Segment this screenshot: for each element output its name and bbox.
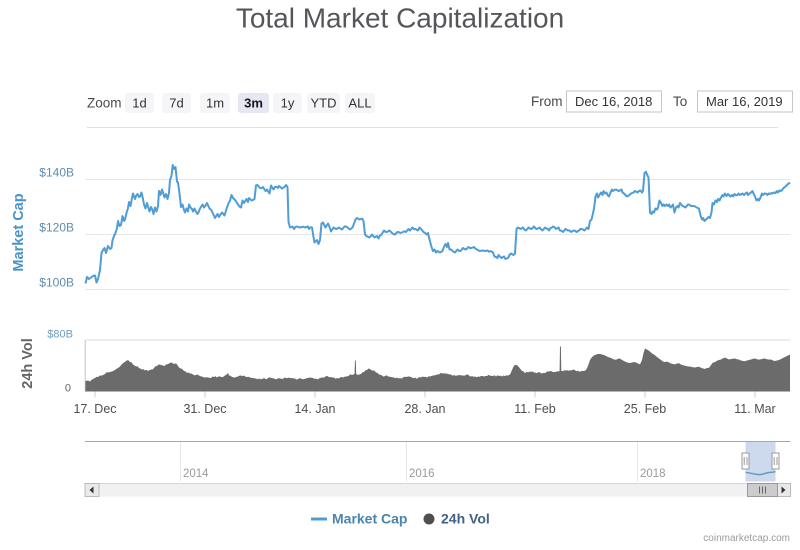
svg-text:ALL: ALL (348, 96, 371, 111)
svg-text:28. Jan: 28. Jan (404, 402, 445, 416)
svg-text:$120B: $120B (39, 221, 74, 235)
svg-text:YTD: YTD (311, 96, 337, 111)
svg-text:$80B: $80B (47, 329, 73, 341)
svg-text:24h Vol: 24h Vol (441, 511, 490, 527)
svg-text:1y: 1y (281, 96, 295, 111)
svg-text:$140B: $140B (39, 166, 74, 180)
svg-text:7d: 7d (169, 96, 183, 111)
svg-text:2016: 2016 (409, 468, 435, 480)
svg-text:Mar 16, 2019: Mar 16, 2019 (706, 94, 783, 109)
svg-text:coinmarketcap.com: coinmarketcap.com (703, 533, 790, 544)
svg-text:2018: 2018 (640, 468, 666, 480)
svg-text:11. Mar: 11. Mar (734, 402, 775, 416)
svg-text:17. Dec: 17. Dec (73, 402, 116, 416)
svg-text:Zoom: Zoom (87, 96, 122, 111)
svg-text:11. Feb: 11. Feb (514, 402, 556, 416)
svg-text:From: From (531, 94, 563, 109)
svg-text:25. Feb: 25. Feb (624, 402, 666, 416)
svg-text:3m: 3m (244, 96, 263, 111)
svg-text:24h Vol: 24h Vol (20, 338, 36, 389)
svg-text:Total Market Capitalization: Total Market Capitalization (236, 3, 564, 34)
svg-text:14. Jan: 14. Jan (294, 402, 335, 416)
svg-text:0: 0 (65, 383, 71, 395)
svg-text:1m: 1m (206, 96, 224, 111)
svg-text:Dec 16, 2018: Dec 16, 2018 (575, 94, 652, 109)
svg-text:$100B: $100B (39, 276, 74, 290)
svg-text:2014: 2014 (183, 468, 209, 480)
svg-text:Market Cap: Market Cap (332, 511, 407, 527)
svg-text:1d: 1d (132, 96, 146, 111)
svg-text:31. Dec: 31. Dec (183, 402, 226, 416)
svg-text:To: To (673, 94, 687, 109)
svg-text:Market Cap: Market Cap (11, 193, 27, 271)
